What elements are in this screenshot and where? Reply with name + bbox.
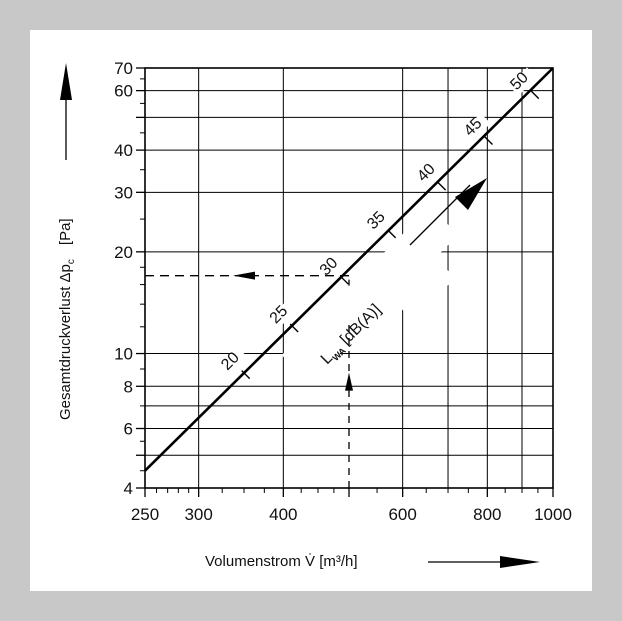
y-axis-label-main: Gesamtdruckverlust Δp	[57, 264, 74, 420]
noise-mark-tick	[387, 229, 397, 239]
x-tick-label: 250	[131, 505, 159, 524]
x-axis-label: Volumenstrom V̇ [m³/h]	[205, 553, 358, 570]
label-gap	[318, 252, 347, 282]
noise-mark-tick	[241, 370, 251, 380]
y-axis-label-unit: [Pa]	[57, 218, 74, 245]
y-tick-label: 4	[124, 479, 133, 498]
label-gap	[508, 67, 537, 96]
y-tick-label: 30	[114, 183, 133, 202]
noise-mark-tick	[289, 323, 299, 333]
y-axis-label: Gesamtdruckverlust Δpc [Pa]	[57, 218, 77, 420]
noise-mark-tick	[339, 275, 349, 285]
chart-svg: 250 300 400 600 800 1000 4 6 8 10 20 30 40 60 70 20253…	[57, 59, 572, 570]
noise-mark-tick	[437, 181, 447, 191]
x-tick-label: 1000	[534, 505, 572, 524]
label-gap	[281, 206, 459, 384]
noise-mark-tick	[483, 136, 493, 146]
reading-arrow-up	[345, 372, 353, 391]
x-tick-label: 800	[473, 505, 501, 524]
chart-panel: 250 300 400 600 800 1000 4 6 8 10 20 30 40 60 70 20 25 3…	[30, 30, 592, 591]
reading-arrow-left	[233, 271, 255, 280]
label-gap	[219, 347, 248, 376]
y-tick-label: 8	[124, 377, 133, 396]
label-gap	[268, 300, 297, 330]
x-tick-label: 600	[388, 505, 416, 524]
y-tick-label: 10	[114, 345, 133, 364]
noise-increase-arrow	[455, 178, 487, 210]
pressure-loss-line	[144, 67, 554, 472]
x-tick-label: 400	[269, 505, 297, 524]
plot-frame	[144, 67, 554, 489]
y-tick-label: 40	[114, 141, 133, 160]
y-axis-label-sub: c	[66, 259, 77, 264]
label-gap	[415, 158, 444, 188]
y-tick-label: 6	[124, 420, 133, 439]
tick-layer	[136, 67, 554, 497]
grid-layer	[145, 67, 554, 488]
tick-label-layer: 250 300 400 600 800 1000 4 6 8 10 20 30 40 60 70	[114, 59, 572, 524]
x-axis-arrow	[428, 556, 540, 568]
y-tick-label: 70	[114, 59, 133, 78]
y-axis-label-group: Gesamtdruckverlust Δpc [Pa]	[57, 218, 77, 420]
y-axis-arrow	[60, 63, 72, 160]
y-tick-label: 60	[114, 82, 133, 101]
noise-mark-tick	[530, 90, 540, 100]
label-gap	[365, 206, 394, 236]
label-gap	[462, 113, 491, 142]
x-tick-label: 300	[184, 505, 212, 524]
annotation-layer	[145, 67, 537, 488]
y-tick-label: 20	[114, 243, 133, 262]
label-gap	[384, 249, 456, 321]
